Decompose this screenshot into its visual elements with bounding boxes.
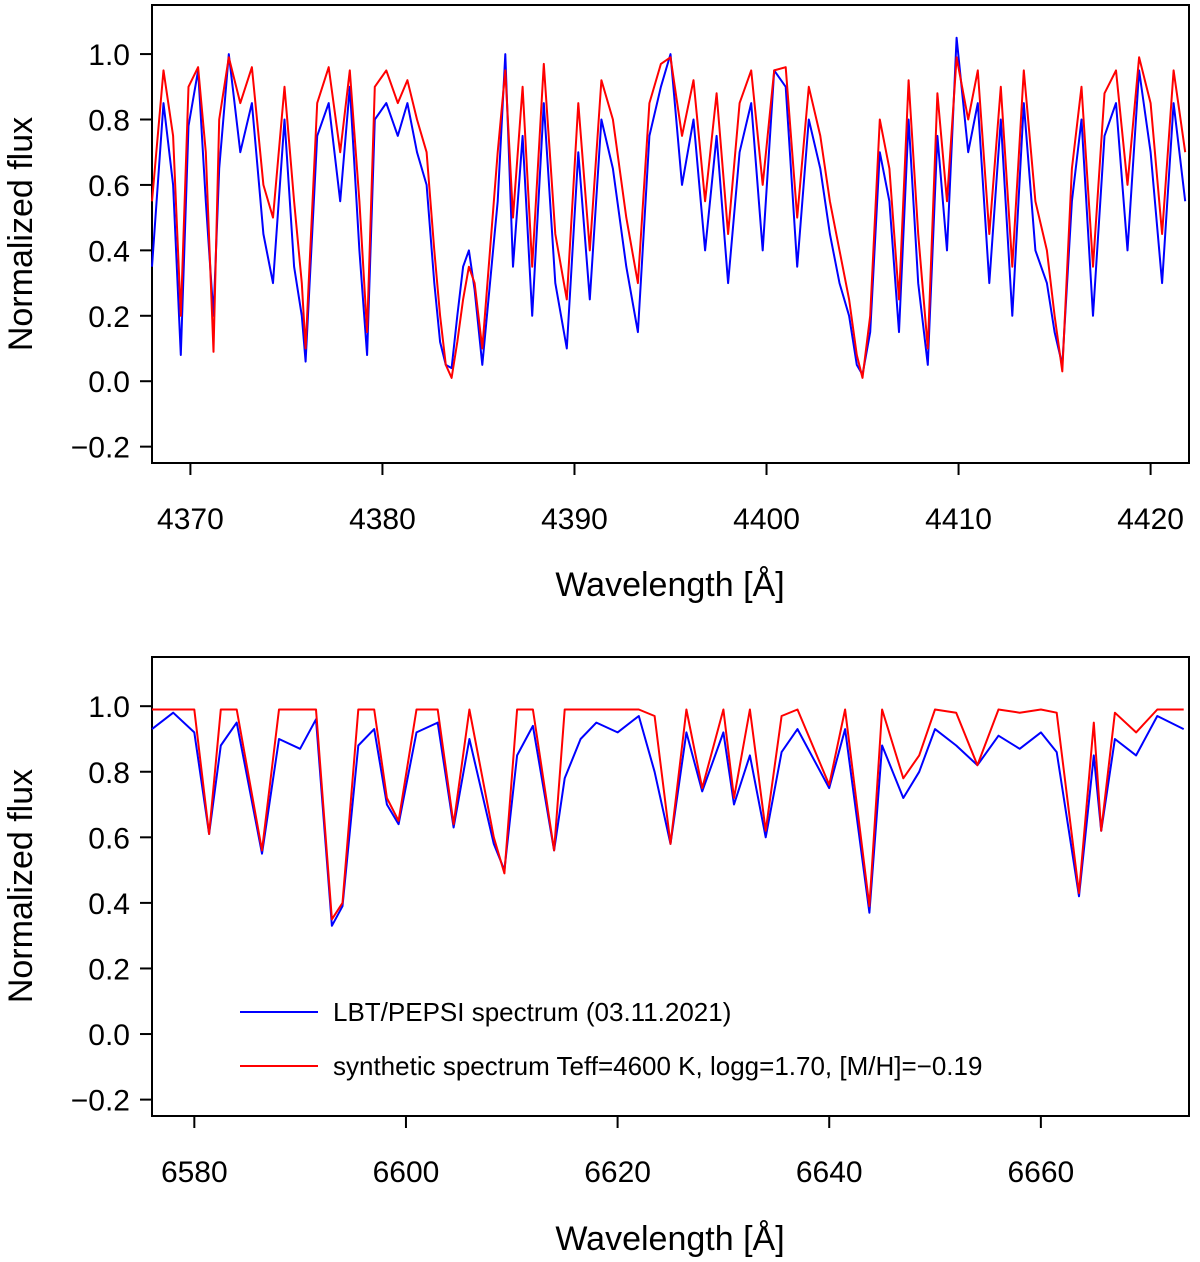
top-x-tick-label: 4390 (541, 503, 608, 536)
top-series-synthetic-line (151, 56, 1187, 379)
top-y-tick-label: 0.8 (88, 105, 130, 138)
top-spectrum-panel: −0.20.00.20.40.60.81.0 4370 4380 4390 4400 4… (2, 4, 1190, 604)
bottom-x-tick-label: 6600 (373, 1156, 440, 1189)
bottom-y-tick-label: 1.0 (88, 691, 130, 724)
bottom-x-tick-label: 6580 (161, 1156, 228, 1189)
top-plot-frame (151, 4, 1190, 464)
bottom-y-tick-label: 0.6 (88, 822, 130, 855)
top-x-ticks: 4370 4380 4390 4400 4410 4420 (157, 463, 1184, 536)
bottom-y-axis-label: Normalized flux (2, 769, 40, 1003)
bottom-x-tick-label: 6620 (584, 1156, 651, 1189)
legend-label-pepsi: LBT/PEPSI spectrum (03.11.2021) (333, 997, 731, 1027)
top-y-axis-label: Normalized flux (2, 117, 40, 351)
bottom-x-tick-label: 6640 (796, 1156, 863, 1189)
top-y-tick-label: −0.2 (71, 432, 130, 465)
legend: LBT/PEPSI spectrum (03.11.2021) syntheti… (240, 997, 982, 1081)
bottom-x-axis-label: Wavelength [Å] (555, 1220, 784, 1258)
top-x-axis-label: Wavelength [Å] (555, 566, 784, 604)
bottom-series-synthetic-line (152, 708, 1184, 921)
top-y-tick-label: 1.0 (88, 39, 130, 72)
top-x-tick-label: 4400 (733, 503, 800, 536)
bottom-plot-frame (151, 656, 1190, 1117)
bottom-x-ticks: 6580 6600 6620 6640 6660 (161, 1116, 1074, 1189)
top-x-tick-label: 4410 (925, 503, 992, 536)
bottom-y-tick-label: 0.8 (88, 757, 130, 790)
bottom-y-tick-label: 0.0 (88, 1019, 130, 1052)
top-x-tick-label: 4380 (349, 503, 416, 536)
bottom-x-tick-label: 6660 (1007, 1156, 1074, 1189)
legend-label-synthetic: synthetic spectrum Teff=4600 K, logg=1.7… (333, 1051, 982, 1081)
bottom-y-tick-label: 0.4 (88, 888, 130, 921)
top-y-ticks: −0.2 0.0 0.2 0.4 0.6 0.8 1.0 (71, 39, 152, 465)
top-series-group (151, 36, 1187, 379)
bottom-y-tick-label: −0.2 (71, 1085, 130, 1118)
top-y-tick-label: 0.4 (88, 235, 130, 268)
top-y-tick-label: 0.0 (88, 366, 130, 399)
bottom-series-group (151, 708, 1185, 927)
bottom-y-ticks: −0.2 0.0 0.2 0.4 0.6 0.8 1.0 (71, 691, 152, 1118)
bottom-y-tick-label: 0.2 (88, 953, 130, 986)
bottom-spectrum-panel: −0.20.00.20.40.60.81.0 6580 6600 6620 6640 6… (2, 656, 1190, 1258)
top-x-tick-label: 4370 (157, 503, 224, 536)
top-y-tick-label: 0.6 (88, 170, 130, 203)
top-x-tick-label: 4420 (1117, 503, 1184, 536)
top-series-pepsi-line (151, 36, 1187, 376)
top-y-tick-label: 0.2 (88, 301, 130, 334)
